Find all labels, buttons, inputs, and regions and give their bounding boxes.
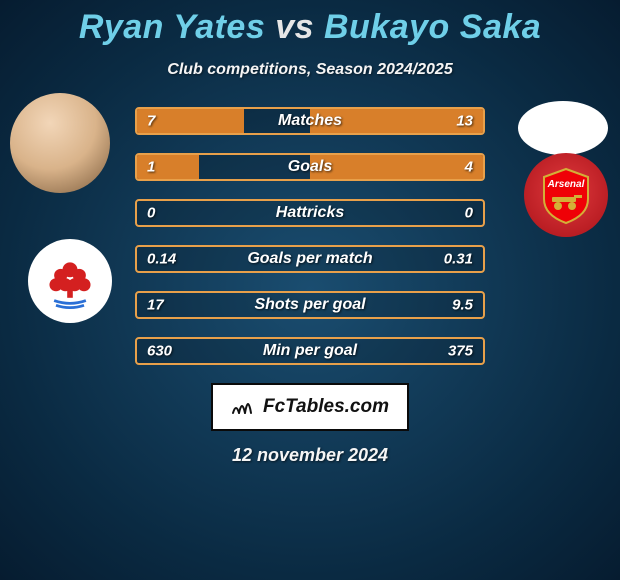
stat-label: Goals per match xyxy=(247,250,372,268)
stat-label: Hattricks xyxy=(276,204,344,222)
stat-value-left: 7 xyxy=(147,113,155,130)
stat-row: 630 Min per goal 375 xyxy=(135,337,485,365)
player1-avatar xyxy=(10,93,110,193)
stat-value-right: 375 xyxy=(448,343,473,360)
title-vs: vs xyxy=(275,8,314,46)
stat-value-left: 17 xyxy=(147,297,164,314)
brand-wave-icon xyxy=(231,397,257,417)
stat-value-right: 0 xyxy=(465,205,473,222)
brand-text: FcTables.com xyxy=(263,396,389,418)
stat-value-left: 0.14 xyxy=(147,251,176,268)
arsenal-crest-icon: Arsenal xyxy=(536,165,596,225)
stat-value-right: 9.5 xyxy=(452,297,473,314)
stat-value-left: 0 xyxy=(147,205,155,222)
stat-label: Matches xyxy=(278,112,342,130)
comparison-title: Ryan Yates vs Bukayo Saka xyxy=(0,0,620,47)
stat-row: 7 Matches 13 xyxy=(135,107,485,135)
stat-label: Min per goal xyxy=(263,342,357,360)
stat-row: 17 Shots per goal 9.5 xyxy=(135,291,485,319)
stat-row: 1 Goals 4 xyxy=(135,153,485,181)
comparison-stage: Arsenal 7 Matches 13 1 Goals 4 0 Hattricks 0 0.14… xyxy=(0,107,620,365)
stat-value-right: 0.31 xyxy=(444,251,473,268)
subtitle: Club competitions, Season 2024/2025 xyxy=(0,61,620,79)
player2-name: Bukayo Saka xyxy=(324,8,541,46)
brand-box: FcTables.com xyxy=(211,383,409,431)
stat-fill-right xyxy=(310,155,483,179)
forest-tree-icon xyxy=(42,253,98,309)
stat-value-right: 13 xyxy=(456,113,473,130)
club-right-badge: Arsenal xyxy=(524,153,608,237)
stat-label: Shots per goal xyxy=(254,296,365,314)
stat-label: Goals xyxy=(288,158,332,176)
stat-bars: 7 Matches 13 1 Goals 4 0 Hattricks 0 0.14 Goals pe… xyxy=(135,107,485,365)
club-left-badge xyxy=(28,239,112,323)
svg-text:Arsenal: Arsenal xyxy=(547,179,585,190)
player2-avatar xyxy=(518,101,608,155)
stat-value-left: 1 xyxy=(147,159,155,176)
player1-name: Ryan Yates xyxy=(79,8,265,46)
stat-row: 0 Hattricks 0 xyxy=(135,199,485,227)
stat-row: 0.14 Goals per match 0.31 xyxy=(135,245,485,273)
stat-value-right: 4 xyxy=(465,159,473,176)
date-text: 12 november 2024 xyxy=(0,445,620,466)
stat-value-left: 630 xyxy=(147,343,172,360)
